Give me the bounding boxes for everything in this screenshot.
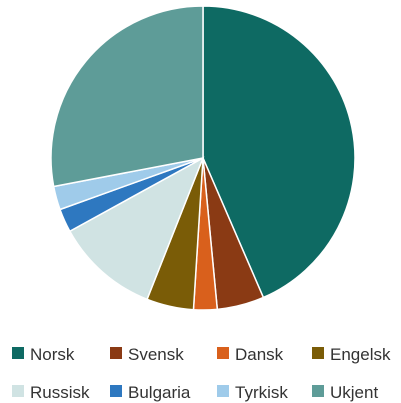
- legend-swatch-russisk: [12, 385, 24, 397]
- legend-item-dansk: Dansk: [217, 345, 284, 364]
- legend-item-svensk: Svensk: [110, 345, 184, 364]
- pie-slices: [50, 5, 356, 311]
- legend-item-tyrkisk: Tyrkisk: [217, 383, 288, 402]
- legend-swatch-engelsk: [312, 347, 324, 359]
- legend-swatch-dansk: [217, 347, 229, 359]
- legend-label-tyrkisk: Tyrkisk: [235, 383, 288, 402]
- legend-label-norsk: Norsk: [30, 345, 75, 364]
- legend-item-ukjent: Ukjent: [312, 383, 378, 402]
- legend-swatch-ukjent: [312, 385, 324, 397]
- legend-item-bulgaria: Bulgaria: [110, 383, 191, 402]
- legend-item-engelsk: Engelsk: [312, 345, 391, 364]
- legend-swatch-svensk: [110, 347, 122, 359]
- pie-slice-norsk: [202, 5, 356, 299]
- legend-label-bulgaria: Bulgaria: [128, 383, 191, 402]
- legend-swatch-bulgaria: [110, 385, 122, 397]
- legend-item-norsk: Norsk: [12, 345, 75, 364]
- legend-label-svensk: Svensk: [128, 345, 184, 364]
- legend-label-ukjent: Ukjent: [330, 383, 378, 402]
- legend-swatch-tyrkisk: [217, 385, 229, 397]
- legend-label-dansk: Dansk: [235, 345, 284, 364]
- pie-slice-russisk: [68, 156, 205, 301]
- legend-label-russisk: Russisk: [30, 383, 90, 402]
- legend-label-engelsk: Engelsk: [330, 345, 391, 364]
- pie-slice-ukjent: [50, 5, 204, 188]
- legend: Norsk Svensk Dansk Engelsk Russisk Bulgaria Ty…: [12, 345, 391, 402]
- legend-item-russisk: Russisk: [12, 383, 90, 402]
- legend-swatch-norsk: [12, 347, 24, 359]
